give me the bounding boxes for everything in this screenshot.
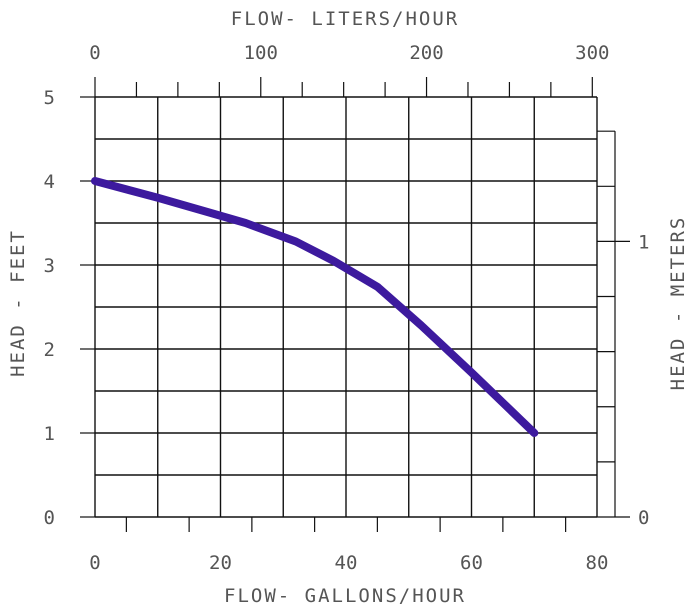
y-tick-label: 5 bbox=[44, 87, 55, 109]
secondary-x-tick-label: 300 bbox=[575, 42, 609, 64]
secondary-y-tick-label: 0 bbox=[638, 507, 649, 529]
performance-curve bbox=[91, 177, 539, 437]
y-tick-label: 4 bbox=[44, 171, 55, 193]
plot-grid bbox=[94, 96, 598, 518]
secondary-x-tick-label: 100 bbox=[244, 42, 278, 64]
secondary-x-tick-label: 200 bbox=[409, 42, 443, 64]
x-tick-label: 80 bbox=[586, 552, 609, 574]
x-tick-label: 60 bbox=[460, 552, 483, 574]
data-series bbox=[91, 177, 539, 437]
secondary-y-axis-title: HEAD - METERS bbox=[667, 216, 685, 391]
x-tick-label: 0 bbox=[89, 552, 100, 574]
x-tick-label: 20 bbox=[209, 552, 232, 574]
x-tick-label: 40 bbox=[335, 552, 358, 574]
x-axis-title: FLOW- GALLONS/HOUR bbox=[224, 585, 466, 607]
y-tick-label: 0 bbox=[44, 507, 55, 529]
secondary-x-tick-label: 0 bbox=[89, 42, 100, 64]
tick-labels: 0 20 40 60 80 0 1 2 3 4 5 0 100 200 300 0 1 bbox=[44, 42, 650, 574]
secondary-y-tick-label: 1 bbox=[638, 231, 649, 253]
axis-ticks bbox=[80, 77, 630, 532]
secondary-x-axis-title: FLOW- LITERS/HOUR bbox=[231, 8, 459, 30]
y-axis-title: HEAD - FEET bbox=[7, 229, 29, 377]
y-tick-label: 2 bbox=[44, 339, 55, 361]
y-tick-label: 1 bbox=[44, 423, 55, 445]
y-tick-label: 3 bbox=[44, 255, 55, 277]
